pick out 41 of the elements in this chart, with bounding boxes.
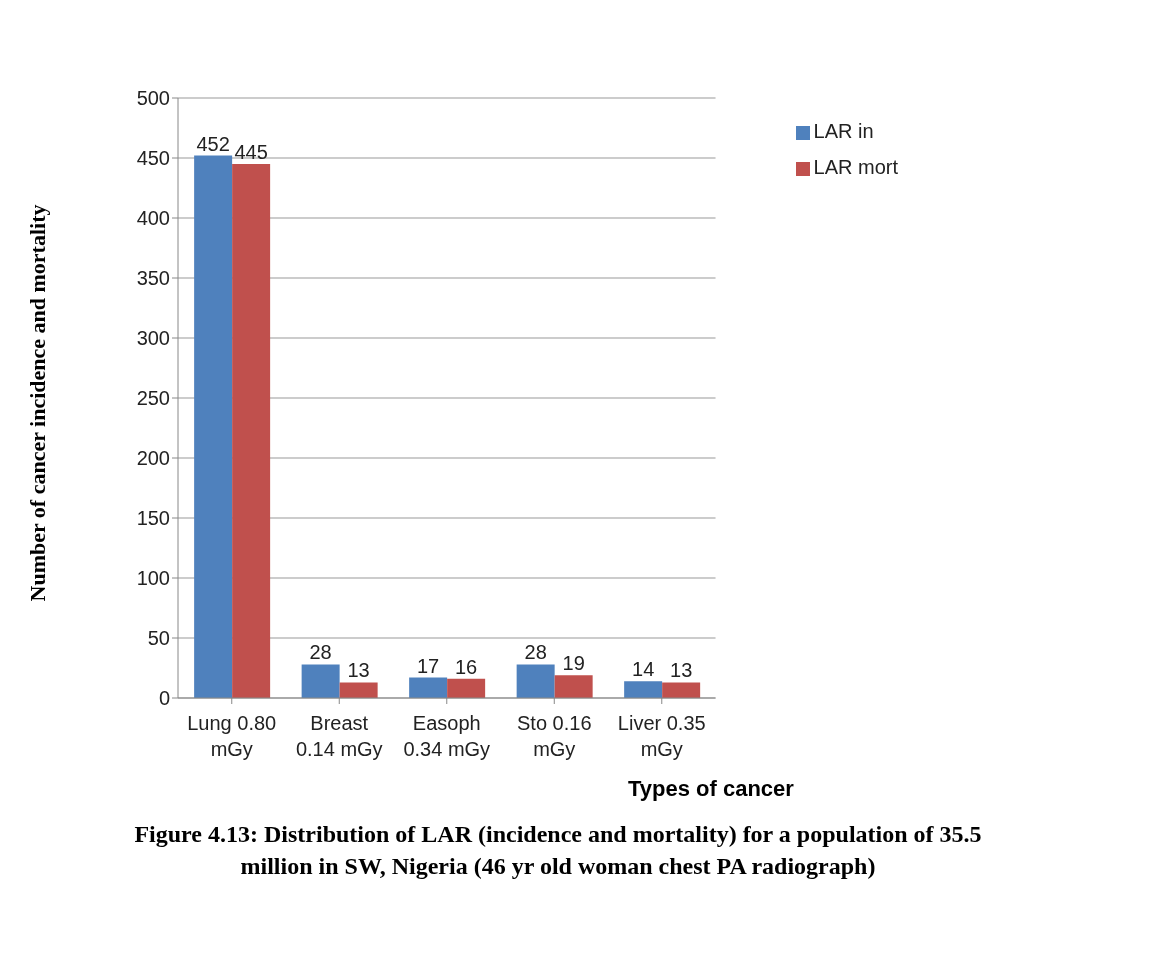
bar [232, 164, 271, 698]
data-label: 28 [524, 641, 547, 664]
y-tick-label: 250 [136, 387, 170, 410]
y-tick-label: 400 [136, 207, 170, 230]
data-label: 19 [562, 652, 585, 675]
data-label: 14 [632, 658, 655, 681]
y-tick-label: 450 [136, 147, 170, 170]
y-tick-label: 50 [147, 627, 170, 650]
data-label: 16 [455, 655, 478, 678]
bar [554, 675, 593, 698]
y-tick-label: 0 [158, 687, 170, 710]
y-tick-label: 300 [136, 327, 170, 350]
x-axis-title: Types of cancer [628, 776, 794, 802]
bar [516, 664, 555, 698]
data-label: 13 [347, 659, 370, 682]
bar [301, 664, 340, 698]
y-tick-label: 500 [136, 87, 170, 110]
y-tick-label: 150 [136, 507, 170, 530]
bar [447, 678, 486, 698]
legend-label: LAR mort [813, 156, 898, 178]
data-label: 452 [196, 132, 230, 155]
x-tick-label: Liver 0.35 mGy [617, 712, 706, 760]
bar [194, 155, 233, 698]
x-tick-label: Lung 0.80 mGy [187, 712, 277, 760]
y-tick-label: 350 [136, 267, 170, 290]
bar [409, 677, 448, 698]
y-axis-title: Number of cancer incidence and mortality [25, 204, 51, 602]
bar [339, 682, 378, 698]
legend-label: LAR in [813, 120, 874, 142]
y-tick-label: 100 [136, 567, 170, 590]
x-tick-label: Easoph 0.34 mGy [403, 712, 491, 760]
data-label: 445 [234, 141, 268, 163]
y-tick-label: 200 [136, 447, 170, 470]
caption: Figure 4.13: Distribution of LAR (incidence and mortality) for a population of 35.5 million in SW, Nigeria (46 yr old woman chest PA radiograph) [133, 820, 983, 881]
data-label: 13 [670, 659, 693, 682]
x-tick-label: Breast 0.14 mGy [295, 712, 383, 760]
bar [662, 682, 701, 698]
bar [624, 681, 663, 698]
data-label: 28 [309, 641, 332, 664]
x-tick-label: Sto 0.16 mGy [517, 712, 592, 760]
data-label: 17 [417, 654, 440, 677]
